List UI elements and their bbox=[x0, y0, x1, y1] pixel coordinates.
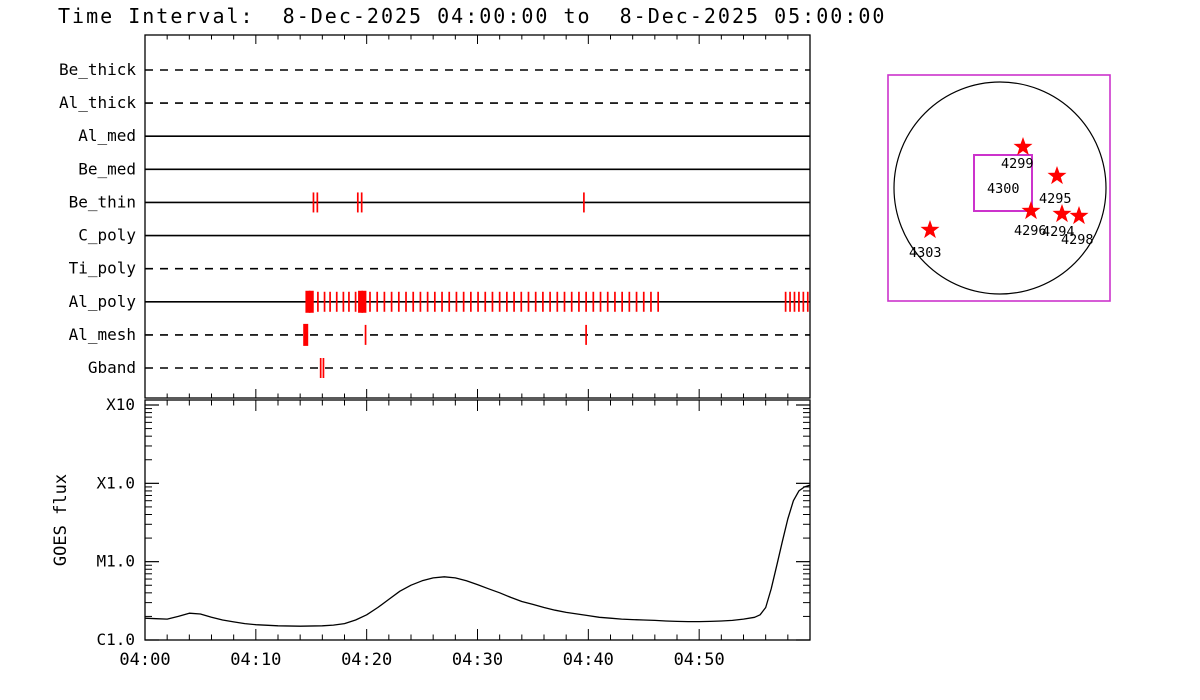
goes-panel: 04:00 04:10 04:20 04:30 04:40 04:50 C1.0 M1.0 X1… bbox=[51, 395, 811, 670]
ar-label: 4294 bbox=[1042, 224, 1075, 240]
x-tick-label: 04:20 bbox=[341, 650, 392, 670]
y-tick-label: M1.0 bbox=[96, 552, 135, 571]
y-tick-label: X1.0 bbox=[96, 473, 135, 492]
filter-label-Al_mesh: Al_mesh bbox=[69, 325, 136, 344]
x-tick-label: 04:10 bbox=[230, 650, 281, 670]
x-tick-label: 04:50 bbox=[674, 650, 725, 670]
fov-outer-frame bbox=[887, 74, 1111, 302]
filter-label-Be_thin: Be_thin bbox=[69, 192, 136, 211]
x-tick-label: 04:40 bbox=[563, 650, 614, 670]
filter-label-Ti_poly: Ti_poly bbox=[69, 259, 137, 278]
y-tick-label: C1.0 bbox=[96, 630, 135, 649]
ar-star-icon bbox=[1069, 206, 1089, 225]
plot-title: Time Interval: 8-Dec-2025 04:00:00 to 8-… bbox=[58, 4, 887, 28]
ar-star-icon bbox=[1013, 137, 1033, 156]
ar-label: 4298 bbox=[1061, 232, 1094, 248]
ar-label: 4296 bbox=[1014, 223, 1047, 239]
ar-star-icon bbox=[1047, 166, 1067, 185]
active-region-4303: 4303 bbox=[909, 220, 942, 261]
timeline-panel: Be_thick Al_thick Al_med Be_med Be_thin C_pol… bbox=[59, 34, 811, 399]
filter-label-C_poly: C_poly bbox=[78, 226, 136, 245]
ar-star-icon bbox=[920, 220, 940, 239]
filter-label-Gband: Gband bbox=[88, 358, 136, 377]
ar-label: 4300 bbox=[987, 181, 1020, 197]
active-region-4299: 4299 bbox=[1001, 137, 1034, 172]
x-tick-label: 04:30 bbox=[452, 650, 503, 670]
timeline-border bbox=[144, 34, 811, 399]
active-region-4296: 4296 bbox=[1014, 201, 1047, 239]
active-region-4294: 4294 bbox=[1042, 204, 1075, 240]
goes-border bbox=[144, 399, 811, 641]
active-region-4300: 4300 bbox=[987, 181, 1020, 197]
ar-star-icon bbox=[1021, 201, 1041, 220]
goes-flux-curve bbox=[144, 484, 811, 627]
ar-label: 4295 bbox=[1039, 191, 1072, 207]
active-region-4298: 4298 bbox=[1061, 206, 1094, 248]
x-tick-label: 04:00 bbox=[119, 650, 170, 670]
solar-limb bbox=[893, 81, 1107, 295]
ar-label: 4303 bbox=[909, 245, 942, 261]
ar-label: 4299 bbox=[1001, 156, 1034, 172]
filter-label-Al_thick: Al_thick bbox=[59, 93, 136, 112]
filter-label-Be_med: Be_med bbox=[78, 159, 136, 178]
y-tick-label: X10 bbox=[106, 395, 135, 414]
ar-star-icon bbox=[1052, 204, 1072, 223]
goes-ylabel: GOES flux bbox=[51, 474, 71, 566]
filter-label-Be_thick: Be_thick bbox=[59, 60, 136, 79]
filter-label-Al_poly: Al_poly bbox=[69, 292, 137, 311]
filter-label-Al_med: Al_med bbox=[78, 126, 136, 145]
active-region-4295: 4295 bbox=[1039, 166, 1072, 207]
target-fov-box bbox=[973, 154, 1033, 212]
